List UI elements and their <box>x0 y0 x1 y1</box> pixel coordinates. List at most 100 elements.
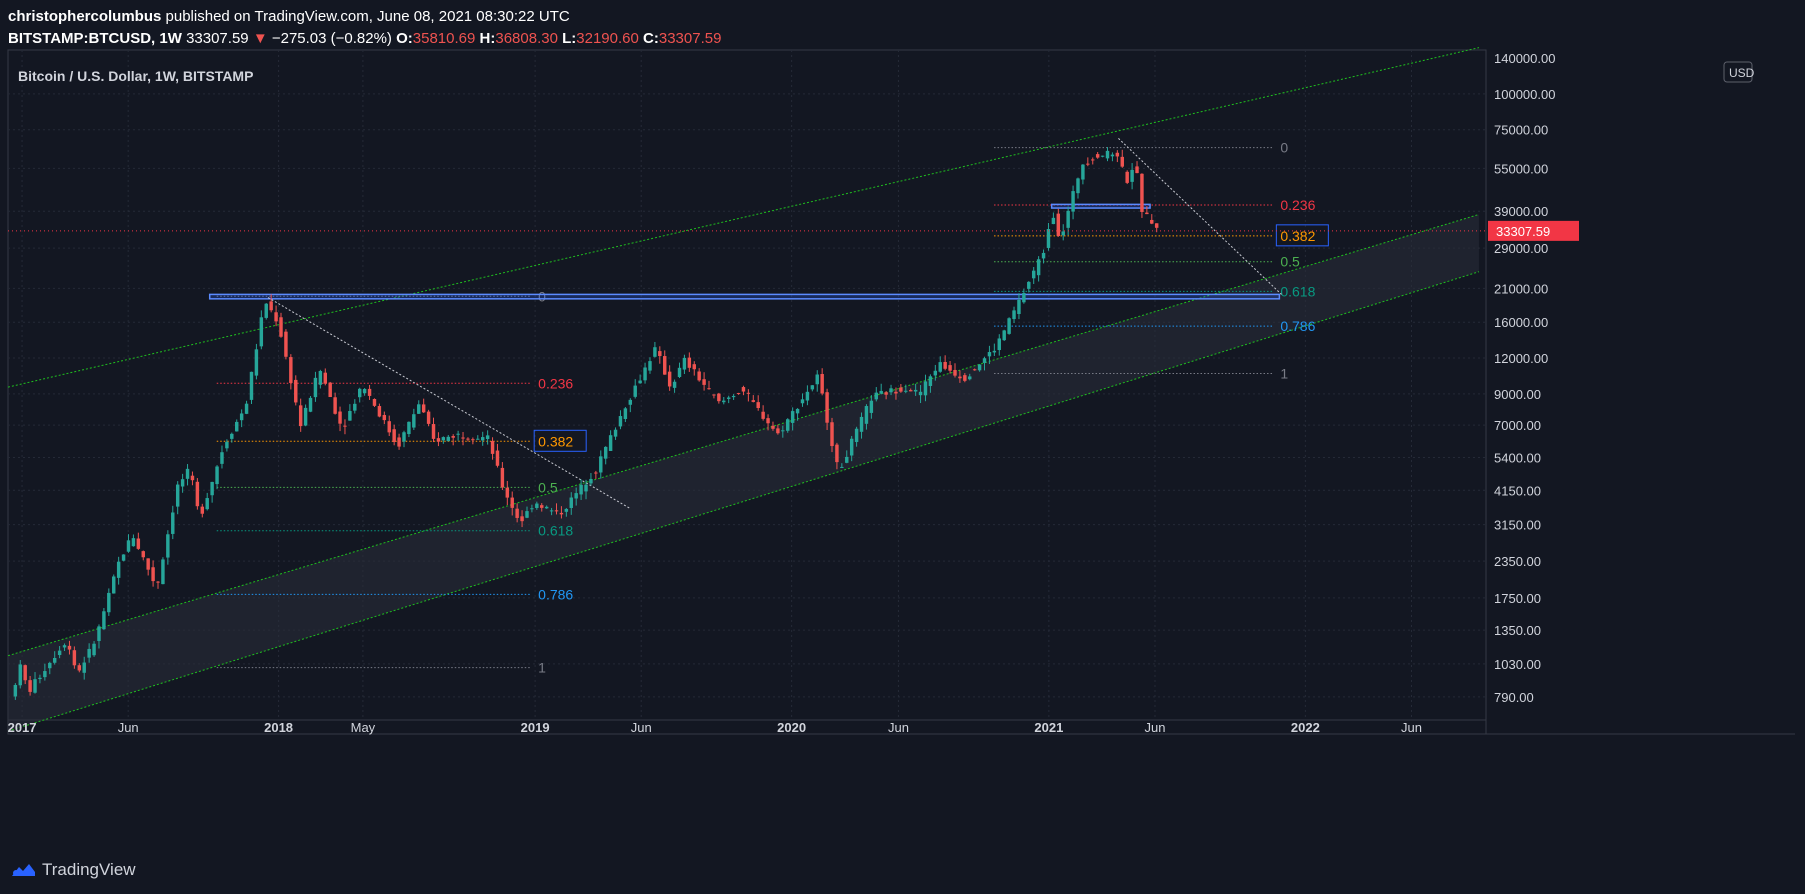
candle-down <box>963 375 967 381</box>
candle-up <box>476 438 480 440</box>
candle-up <box>795 408 800 414</box>
candle-up <box>33 679 37 693</box>
candle-down <box>1115 152 1120 157</box>
candle-down <box>766 418 770 424</box>
candle-down <box>1145 212 1149 215</box>
time-tick-label: May <box>351 720 376 735</box>
candle-up <box>643 367 647 381</box>
candle-up <box>564 508 569 512</box>
fib-level-label: 0.382 <box>538 433 573 449</box>
candle-up <box>480 437 485 441</box>
candle-up <box>1046 229 1051 248</box>
candle-up <box>549 510 554 512</box>
candle-down <box>948 365 952 371</box>
candle-up <box>456 433 460 435</box>
candle-down <box>1091 159 1095 161</box>
trendline <box>267 297 630 509</box>
low-value: 32190.60 <box>576 30 639 47</box>
fib-level-label: 0.618 <box>538 523 573 539</box>
price-tick-label: 1350.00 <box>1494 623 1541 638</box>
trendlines <box>267 137 1282 509</box>
fib-level-label: 0.236 <box>538 375 573 391</box>
candle-down <box>367 388 372 396</box>
open-label: O: <box>396 30 413 47</box>
candle-down <box>200 506 205 514</box>
candle-up <box>1061 231 1065 236</box>
candle-up <box>628 399 633 405</box>
candle-up <box>446 436 450 442</box>
candlesticks <box>8 147 1486 700</box>
candle-up <box>938 362 942 372</box>
price-tick-label: 55000.00 <box>1494 161 1548 176</box>
fib-level-label: 0.5 <box>538 479 558 495</box>
candle-up <box>599 456 603 473</box>
candle-down <box>510 497 514 508</box>
time-axis: 2017 Jun 2018 May 2019 Jun 2020 Jun 2021 Jun 2022 J… <box>8 720 1422 735</box>
candle-down <box>279 317 283 337</box>
candle-down <box>397 437 401 447</box>
chart-frame <box>7 49 1795 735</box>
time-tick-label: Jun <box>1401 720 1422 735</box>
candle-up <box>731 395 736 398</box>
high-label: H: <box>479 30 496 47</box>
candle-down <box>751 400 756 402</box>
candle-up <box>623 408 628 419</box>
candle-down <box>372 399 377 406</box>
candle-up <box>308 397 313 412</box>
candle-up <box>569 497 573 508</box>
candle-down <box>151 567 155 582</box>
candle-down <box>825 392 829 423</box>
candle-down <box>667 371 672 387</box>
candle-up <box>348 410 352 421</box>
candle-up <box>62 645 67 648</box>
channel-line <box>7 271 1480 732</box>
fib-level-label: 0.382 <box>1280 228 1315 244</box>
candle-up <box>800 399 805 404</box>
candle-down <box>953 369 957 376</box>
candle-up <box>180 479 185 487</box>
candle-down <box>958 376 962 379</box>
candle-up <box>1130 169 1134 182</box>
candle-up <box>987 352 992 357</box>
author-name[interactable]: christophercolumbus <box>8 8 162 25</box>
candle-down <box>515 508 519 518</box>
candle-up <box>161 559 165 585</box>
candle-up <box>874 392 879 400</box>
price-tick-label: 790.00 <box>1494 690 1534 705</box>
candle-up <box>854 428 859 443</box>
candle-up <box>1066 210 1070 228</box>
channel-fill <box>8 214 1479 732</box>
time-tick-label: Jun <box>1144 720 1165 735</box>
price-axis: 790.00 1030.00 1350.00 1750.00 2350.00 3150.0… <box>1488 51 1755 705</box>
candle-down <box>712 394 716 396</box>
candle-down <box>490 440 495 454</box>
candle-up <box>1071 191 1075 212</box>
candle-down <box>1120 156 1124 167</box>
candle-down <box>972 369 977 371</box>
candle-up <box>613 429 618 437</box>
low-label: L: <box>562 30 577 47</box>
candle-up <box>918 391 923 396</box>
candle-up <box>997 338 1001 351</box>
candle-up <box>102 611 106 630</box>
price-tick-label: 3150.00 <box>1494 518 1541 533</box>
candle-up <box>43 671 47 678</box>
candle-up <box>259 317 264 347</box>
candle-up <box>407 421 411 435</box>
candle-up <box>1002 330 1006 341</box>
candle-up <box>171 512 175 534</box>
candle-up <box>235 421 239 432</box>
tradingview-brand: TradingView <box>42 860 136 879</box>
candle-down <box>141 551 145 558</box>
candle-up <box>1105 150 1110 159</box>
fib-level-label: 0.236 <box>1280 197 1315 213</box>
candle-up <box>638 380 642 384</box>
candle-down <box>835 444 839 463</box>
candle-up <box>121 554 126 561</box>
candle-up <box>579 484 583 495</box>
tradingview-logo[interactable]: TradingView <box>10 860 136 880</box>
candle-up <box>112 576 116 594</box>
publish-line: christophercolumbus published on Trading… <box>8 6 721 28</box>
candle-up <box>18 664 22 686</box>
